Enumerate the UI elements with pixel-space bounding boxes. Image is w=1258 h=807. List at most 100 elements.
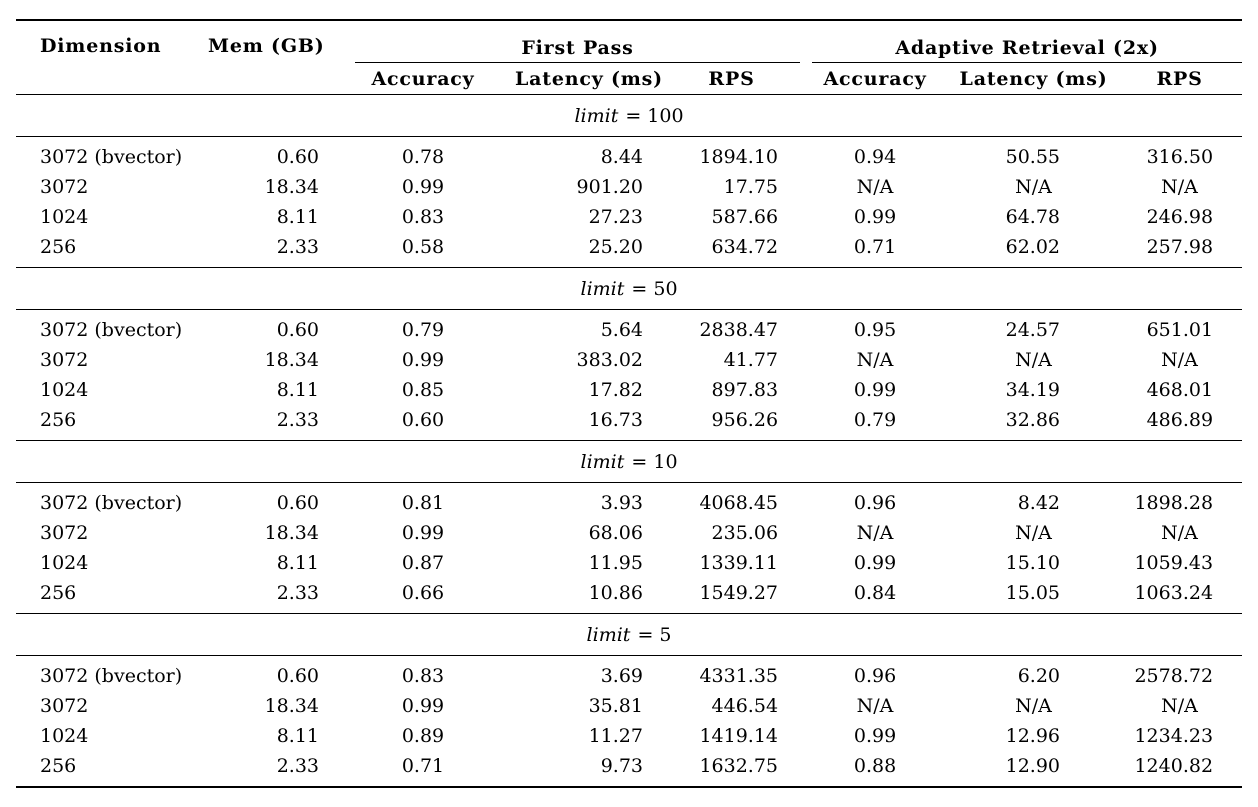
col-header-mem: Mem (GB): [208, 35, 325, 57]
dimension-cell: 3072 (bvector): [40, 319, 183, 341]
ar-accuracy-cell: N/A: [856, 176, 894, 198]
mem-cell: 18.34: [264, 695, 319, 717]
ar-accuracy-cell: 0.79: [853, 409, 897, 431]
fp-latency-cell: 5.64: [600, 319, 643, 341]
fp-latency-cell: 8.44: [600, 146, 643, 168]
fp-rps-cell: 235.06: [711, 522, 779, 544]
benchmark-table: Dimension Mem (GB) First Pass Adaptive R…: [16, 19, 1243, 788]
ar-latency-cell: 64.78: [1005, 206, 1061, 228]
ar-rps-cell: 1240.82: [1134, 755, 1214, 777]
ar-accuracy-cell: 0.88: [853, 755, 897, 777]
fp-accuracy-cell: 0.81: [401, 492, 445, 514]
ar-latency-cell: 15.05: [1005, 582, 1061, 604]
mem-cell: 2.33: [276, 409, 319, 431]
ar-accuracy-cell: 0.99: [853, 552, 897, 574]
mem-cell: 0.60: [276, 146, 319, 168]
paper-page: Dimension Mem (GB) First Pass Adaptive R…: [0, 19, 1258, 807]
col-header-ar-accuracy: Accuracy: [823, 67, 927, 90]
dimension-cell: 3072 (bvector): [40, 492, 183, 514]
ar-latency-cell: N/A: [1015, 522, 1052, 544]
fp-accuracy-cell: 0.87: [401, 552, 445, 574]
ar-accuracy-cell: 0.95: [853, 319, 897, 341]
ar-accuracy-cell: 0.96: [853, 665, 897, 687]
fp-accuracy-cell: 0.99: [401, 349, 445, 371]
ar-accuracy-cell: N/A: [856, 695, 894, 717]
mem-cell: 2.33: [276, 755, 319, 777]
ar-latency-cell: 6.20: [1017, 665, 1061, 687]
section-title-row: limit = 50: [16, 268, 1243, 310]
table-row: 1024 8.11 0.85 17.82 897.83 0.99 34.19 468.01: [16, 375, 1242, 405]
section-title-variable: limit: [580, 277, 625, 300]
spacer-cell: [208, 63, 331, 95]
group-header-adaptive-retrieval-label: Adaptive Retrieval (2x): [812, 37, 1243, 63]
mem-cell: 8.11: [276, 379, 319, 401]
fp-latency-cell: 16.73: [588, 409, 643, 431]
dimension-cell: 256: [40, 582, 77, 604]
group-header-adaptive-retrieval: Adaptive Retrieval (2x): [800, 20, 1243, 63]
section-title-value: = 50: [631, 277, 678, 300]
fp-latency-cell: 383.02: [576, 349, 643, 371]
fp-latency-cell: 3.93: [600, 492, 643, 514]
section-title-row: limit = 5: [16, 614, 1243, 656]
ar-accuracy-cell: 0.99: [853, 725, 897, 747]
ar-accuracy-cell: N/A: [856, 522, 894, 544]
dimension-cell: 1024: [40, 379, 89, 401]
fp-rps-cell: 2838.47: [699, 319, 779, 341]
table-row: 3072 18.34 0.99 35.81 446.54 N/A N/A N/A: [16, 691, 1242, 721]
fp-rps-cell: 634.72: [711, 236, 779, 258]
dimension-cell: 3072: [40, 522, 89, 544]
col-header-fp-accuracy: Accuracy: [371, 67, 475, 90]
section-title-variable: limit: [586, 623, 631, 646]
fp-latency-cell: 11.27: [588, 725, 643, 747]
dimension-cell: 256: [40, 236, 77, 258]
ar-rps-cell: 651.01: [1146, 319, 1214, 341]
ar-rps-cell: N/A: [1161, 349, 1198, 371]
dimension-cell: 3072 (bvector): [40, 146, 183, 168]
section-title: limit = 10: [16, 441, 1242, 483]
table-row: 3072 18.34 0.99 901.20 17.75 N/A N/A N/A: [16, 172, 1242, 202]
ar-rps-cell: N/A: [1161, 522, 1198, 544]
ar-accuracy-cell: 0.99: [853, 206, 897, 228]
ar-rps-cell: 1059.43: [1134, 552, 1214, 574]
fp-latency-cell: 25.20: [588, 236, 643, 258]
fp-latency-cell: 9.73: [600, 755, 643, 777]
mem-cell: 0.60: [276, 319, 319, 341]
fp-accuracy-cell: 0.99: [401, 695, 445, 717]
ar-accuracy-cell: N/A: [856, 349, 894, 371]
ar-rps-cell: 1234.23: [1134, 725, 1214, 747]
ar-latency-cell: 15.10: [1005, 552, 1061, 574]
ar-latency-cell: 50.55: [1005, 146, 1061, 168]
table-row: 3072 (bvector) 0.60 0.79 5.64 2838.47 0.95 24.…: [16, 310, 1242, 346]
dimension-cell: 1024: [40, 206, 89, 228]
fp-rps-cell: 1419.14: [699, 725, 779, 747]
dimension-cell: 3072: [40, 176, 89, 198]
ar-latency-cell: N/A: [1015, 176, 1052, 198]
section-title-value: = 5: [637, 623, 672, 646]
dimension-cell: 1024: [40, 552, 89, 574]
section-title-row: limit = 10: [16, 441, 1243, 483]
table-row: 3072 18.34 0.99 383.02 41.77 N/A N/A N/A: [16, 345, 1242, 375]
ar-accuracy-cell: 0.96: [853, 492, 897, 514]
header-row-groups: Dimension Mem (GB) First Pass Adaptive R…: [16, 20, 1243, 63]
ar-rps-cell: 2578.72: [1134, 665, 1214, 687]
ar-accuracy-cell: 0.84: [853, 582, 897, 604]
spacer-cell: [16, 63, 208, 95]
fp-accuracy-cell: 0.58: [401, 236, 445, 258]
section-title-variable: limit: [574, 104, 619, 127]
fp-latency-cell: 17.82: [588, 379, 643, 401]
section-title-value: = 100: [625, 104, 684, 127]
group-header-first-pass-label: First Pass: [355, 37, 801, 63]
fp-accuracy-cell: 0.79: [401, 319, 445, 341]
ar-accuracy-cell: 0.71: [853, 236, 897, 258]
dimension-cell: 256: [40, 409, 77, 431]
ar-accuracy-cell: 0.94: [853, 146, 897, 168]
mem-cell: 18.34: [264, 176, 319, 198]
ar-latency-cell: N/A: [1015, 349, 1052, 371]
table-row: 3072 18.34 0.99 68.06 235.06 N/A N/A N/A: [16, 518, 1242, 548]
col-header-ar-rps: RPS: [1156, 67, 1203, 90]
ar-rps-cell: 486.89: [1146, 409, 1214, 431]
table-row: 256 2.33 0.58 25.20 634.72 0.71 62.02 257.98: [16, 232, 1243, 268]
fp-rps-cell: 956.26: [711, 409, 779, 431]
col-header-fp-rps: RPS: [708, 67, 755, 90]
fp-latency-cell: 10.86: [588, 582, 643, 604]
